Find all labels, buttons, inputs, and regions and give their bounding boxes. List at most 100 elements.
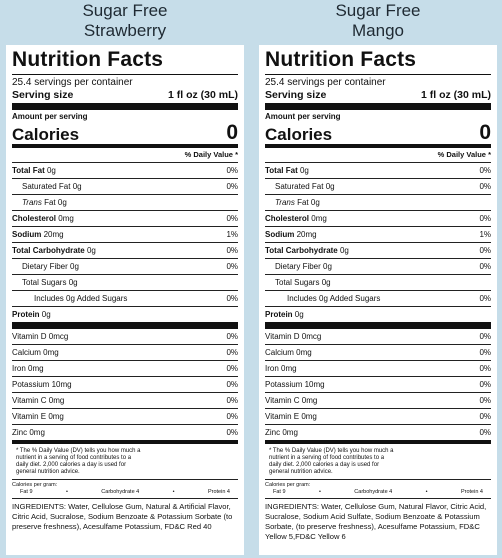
iron-text: Iron 0mg	[265, 364, 297, 373]
calories-per-gram-macros: Fat 9 • Carbohydrate 4 • Protein 4	[265, 489, 491, 496]
calories-per-gram-macros: Fat 9 • Carbohydrate 4 • Protein 4	[12, 489, 238, 496]
total-carbohydrate-dv: 0%	[479, 246, 491, 255]
zinc-dv: 0%	[226, 428, 238, 437]
footnote-line-2: nutrient in a serving of food contribute…	[16, 455, 132, 461]
zinc-row: Zinc 0mg 0%	[265, 425, 491, 444]
amount-per-serving: Amount per serving	[265, 112, 341, 121]
daily-value-header: % Daily Value *	[265, 148, 491, 163]
calcium-dv: 0%	[226, 348, 238, 357]
calories-value: 0	[226, 121, 238, 144]
bullet-separator: •	[318, 489, 321, 495]
protein-amount: 0g	[294, 310, 304, 319]
total-carbohydrate-amount: 0g	[86, 246, 96, 255]
nutrition-facts-title: Nutrition Facts	[265, 48, 491, 75]
footnote-line-4: general nutrition advice.	[16, 469, 80, 475]
total-fat-row: Total Fat 0g 0%	[12, 163, 238, 179]
total-fat-amount: 0g	[46, 166, 56, 175]
calories-label: Calories	[265, 125, 333, 144]
trans-fat-amount: Fat 0g	[297, 198, 320, 207]
flavor-line-1: Sugar Free	[82, 1, 168, 20]
sodium-amount: 20mg	[43, 230, 64, 239]
saturated-fat-amount: 0g	[72, 182, 82, 191]
servings-per-container: 25.4 servings per container	[12, 77, 133, 88]
vitamin-d-row: Vitamin D 0mcg 0%	[12, 329, 238, 345]
saturated-fat-dv: 0%	[226, 182, 238, 191]
calcium-row: Calcium 0mg 0%	[265, 345, 491, 361]
protein-row: Protein 0g	[12, 307, 238, 329]
ingredients-text: INGREDIENTS: Water, Cellulose Gum, Natur…	[265, 502, 487, 541]
protein-label: Protein	[12, 310, 40, 319]
daily-value-header: % Daily Value *	[12, 148, 238, 163]
protein-row: Protein 0g	[265, 307, 491, 329]
saturated-fat-label: Saturated Fat	[22, 182, 71, 191]
added-sugars-text: Includes 0g Added Sugars	[287, 294, 381, 303]
calories-per-gram: Calories per gram: Fat 9 • Carbohydrate …	[12, 480, 238, 499]
calories-label: Calories	[12, 125, 80, 144]
cholesterol-amount: 0mg	[58, 214, 74, 223]
total-fat-row: Total Fat 0g 0%	[265, 163, 491, 179]
footnote-line-2: nutrient in a serving of food contribute…	[269, 455, 385, 461]
fat-per-gram: Fat 9	[273, 489, 286, 495]
total-fat-amount: 0g	[299, 166, 309, 175]
total-sugars-text: Total Sugars 0g	[275, 278, 331, 287]
iron-dv: 0%	[226, 364, 238, 373]
sodium-label: Sodium	[12, 230, 42, 239]
bullet-separator: •	[425, 489, 428, 495]
potassium-text: Potassium 10mg	[265, 380, 325, 389]
saturated-fat-amount: 0g	[325, 182, 335, 191]
cholesterol-label: Cholesterol	[265, 214, 310, 223]
vitamin-e-text: Vitamin E 0mg	[265, 412, 317, 421]
total-sugars-row: Total Sugars 0g	[12, 275, 238, 291]
saturated-fat-row: Saturated Fat 0g 0%	[265, 179, 491, 195]
calories-row: Calories 0	[12, 122, 238, 148]
serving-size-value: 1 fl oz (30 mL)	[167, 89, 238, 101]
calories-row: Calories 0	[265, 122, 491, 148]
calories-per-gram: Calories per gram: Fat 9 • Carbohydrate …	[265, 480, 491, 499]
fat-per-gram: Fat 9	[20, 489, 33, 495]
vitamin-e-dv: 0%	[226, 412, 238, 421]
dietary-fiber-dv: 0%	[226, 262, 238, 271]
added-sugars-dv: 0%	[226, 294, 238, 303]
vitamin-d-row: Vitamin D 0mcg 0%	[265, 329, 491, 345]
serving-size-value: 1 fl oz (30 mL)	[420, 89, 491, 101]
total-carbohydrate-row: Total Carbohydrate 0g 0%	[265, 243, 491, 259]
cholesterol-label: Cholesterol	[12, 214, 57, 223]
protein-per-gram: Protein 4	[460, 489, 483, 495]
nutrition-label: Nutrition Facts 25.4 servings per contai…	[259, 45, 497, 555]
total-fat-label: Total Fat	[265, 166, 298, 175]
saturated-fat-label: Saturated Fat	[275, 182, 324, 191]
sodium-label: Sodium	[265, 230, 295, 239]
total-carbohydrate-row: Total Carbohydrate 0g 0%	[12, 243, 238, 259]
saturated-fat-row: Saturated Fat 0g 0%	[12, 179, 238, 195]
iron-text: Iron 0mg	[12, 364, 44, 373]
serving-size-row: Serving size 1 fl oz (30 mL)	[265, 89, 491, 110]
daily-value-footnote: * The % Daily Value (DV) tells you how m…	[12, 444, 238, 480]
footnote-line-1: * The % Daily Value (DV) tells you how m…	[269, 448, 394, 454]
footnote-line-4: general nutrition advice.	[269, 469, 333, 475]
sodium-amount: 20mg	[296, 230, 317, 239]
trans-fat-label: Trans	[275, 198, 295, 207]
cholesterol-dv: 0%	[226, 214, 238, 223]
vitamin-d-dv: 0%	[479, 332, 491, 341]
footnote-line-1: * The % Daily Value (DV) tells you how m…	[16, 448, 141, 454]
potassium-row: Potassium 10mg 0%	[265, 377, 491, 393]
strawberry-column: Sugar Free Strawberry Nutrition Facts 25…	[4, 0, 246, 555]
zinc-text: Zinc 0mg	[12, 428, 45, 437]
dietary-fiber-label: Dietary Fiber	[275, 262, 321, 271]
nutrition-facts-title: Nutrition Facts	[12, 48, 238, 75]
protein-per-gram: Protein 4	[207, 489, 230, 495]
total-fat-label: Total Fat	[12, 166, 45, 175]
calories-per-gram-label: Calories per gram:	[265, 482, 311, 488]
dietary-fiber-amount: 0g	[70, 262, 79, 271]
dietary-fiber-label: Dietary Fiber	[22, 262, 68, 271]
sodium-row: Sodium 20mg 1%	[12, 227, 238, 243]
total-sugars-text: Total Sugars 0g	[22, 278, 78, 287]
vitamin-c-dv: 0%	[226, 396, 238, 405]
serving-size-row: Serving size 1 fl oz (30 mL)	[12, 89, 238, 110]
ingredients-text: INGREDIENTS: Water, Cellulose Gum, Natur…	[12, 502, 233, 531]
trans-fat-row: Trans Fat 0g	[265, 195, 491, 211]
serving-size-label: Serving size	[12, 89, 74, 101]
iron-dv: 0%	[479, 364, 491, 373]
bullet-separator: •	[172, 489, 175, 495]
flavor-line-2: Strawberry	[83, 21, 167, 40]
